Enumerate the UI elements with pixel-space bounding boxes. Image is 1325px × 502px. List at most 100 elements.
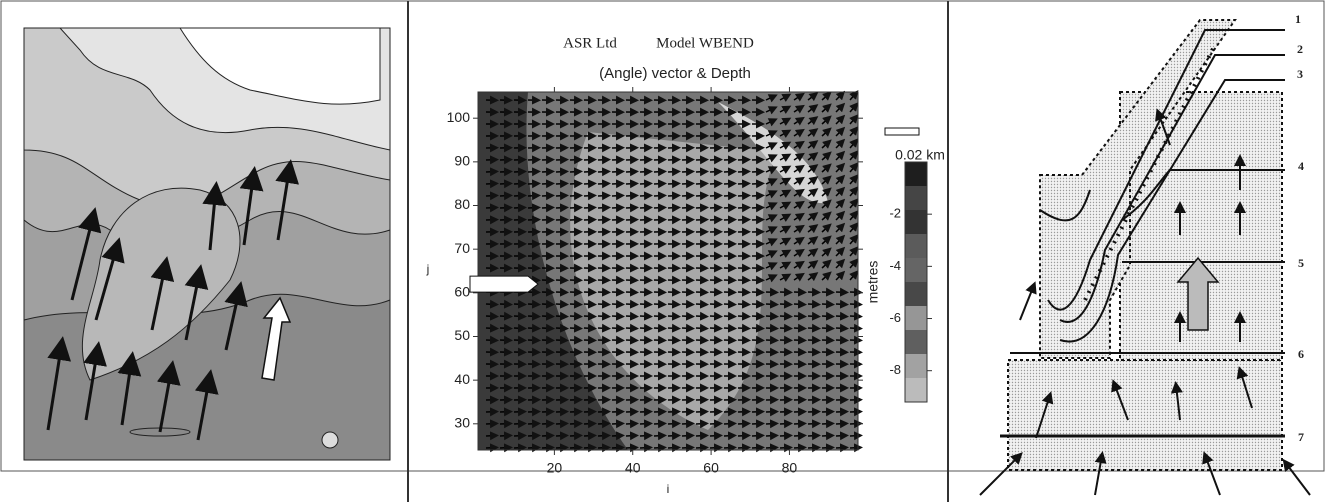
vector	[835, 210, 846, 221]
left-map	[23, 27, 391, 461]
vector	[849, 162, 859, 173]
colorbar-band	[905, 354, 927, 378]
vector	[849, 138, 859, 149]
vector	[793, 140, 805, 150]
vector	[849, 126, 859, 137]
vector	[835, 246, 846, 257]
vector	[793, 272, 805, 282]
vector	[849, 174, 859, 185]
vector	[779, 105, 792, 114]
vector	[849, 102, 859, 113]
colorbar-frame	[904, 161, 928, 403]
vector	[793, 116, 805, 126]
colorbar-tick-label: -2	[889, 206, 901, 221]
x-tick-label: 40	[625, 460, 641, 476]
vector	[765, 154, 778, 163]
vector	[821, 175, 832, 185]
vector	[821, 259, 832, 269]
y-tick-label: 100	[447, 109, 471, 125]
vector	[821, 91, 832, 101]
colorbar-tick-label: -6	[889, 310, 901, 325]
vector	[849, 270, 859, 281]
x-tick-label: 80	[782, 460, 798, 476]
y-tick-label: 60	[454, 284, 470, 300]
title: ASR Ltd	[563, 35, 617, 51]
vector	[779, 249, 792, 258]
right-schematic: 1 2 3 4 5 6 7	[979, 12, 1311, 496]
line-label: 5	[1298, 256, 1304, 270]
vector	[835, 174, 846, 185]
vector	[807, 92, 819, 102]
y-label: j	[426, 262, 430, 276]
vector	[793, 236, 805, 246]
vector	[765, 190, 778, 199]
vector	[793, 212, 805, 222]
vector	[821, 223, 832, 233]
vector	[835, 138, 846, 149]
x-tick-label: 60	[703, 460, 719, 476]
vector	[765, 226, 778, 235]
title: Model WBEND	[656, 35, 754, 51]
vector	[765, 178, 778, 187]
vector	[765, 214, 778, 223]
x-tick-label: 20	[547, 460, 563, 476]
plot-frame	[477, 91, 859, 451]
vector	[807, 188, 819, 198]
vector	[793, 104, 805, 114]
vector	[807, 128, 819, 138]
vector	[779, 213, 792, 222]
colorbar-band	[905, 162, 927, 186]
vector	[793, 224, 805, 234]
vector	[765, 94, 778, 103]
vector	[849, 210, 859, 221]
vector	[835, 222, 846, 233]
vector	[765, 250, 778, 259]
vector	[807, 176, 819, 186]
vector	[793, 176, 805, 186]
vector	[849, 234, 859, 245]
vector	[779, 165, 792, 174]
vector	[835, 162, 846, 173]
vector	[835, 114, 846, 125]
vector	[793, 248, 805, 258]
scale-label: 0.02 km	[895, 147, 945, 163]
vector	[793, 260, 805, 270]
vector	[835, 126, 846, 137]
vector	[849, 90, 859, 101]
vector	[849, 150, 859, 161]
vector	[835, 258, 846, 269]
colorbar-band	[905, 186, 927, 210]
vector	[765, 142, 778, 151]
vector	[779, 273, 792, 282]
vector	[835, 234, 846, 245]
vector	[779, 93, 792, 102]
y-tick-label: 80	[454, 196, 470, 212]
vector	[807, 212, 819, 222]
vector	[807, 164, 819, 174]
frame	[0, 0, 1325, 472]
vector	[779, 237, 792, 246]
vector	[807, 272, 819, 282]
vector	[779, 177, 792, 186]
vector	[779, 261, 792, 270]
vector	[821, 199, 832, 209]
vector	[835, 270, 846, 281]
middle-plot: ASR Ltd Model WBEND (Angle) vector & Dep…	[426, 35, 945, 496]
scale-bar	[884, 127, 920, 136]
line-label: 7	[1298, 430, 1304, 444]
vector	[849, 258, 859, 269]
vector	[807, 140, 819, 150]
vector	[765, 166, 778, 175]
vector	[779, 201, 792, 210]
big-vector	[469, 275, 539, 293]
line-label: 1	[1295, 12, 1301, 26]
vector	[807, 200, 819, 210]
vector	[821, 139, 832, 149]
vector	[807, 152, 819, 162]
colorbar-band	[905, 330, 927, 354]
vector	[765, 238, 778, 247]
vector	[779, 153, 792, 162]
vector	[793, 200, 805, 210]
colorbar-band	[905, 258, 927, 282]
